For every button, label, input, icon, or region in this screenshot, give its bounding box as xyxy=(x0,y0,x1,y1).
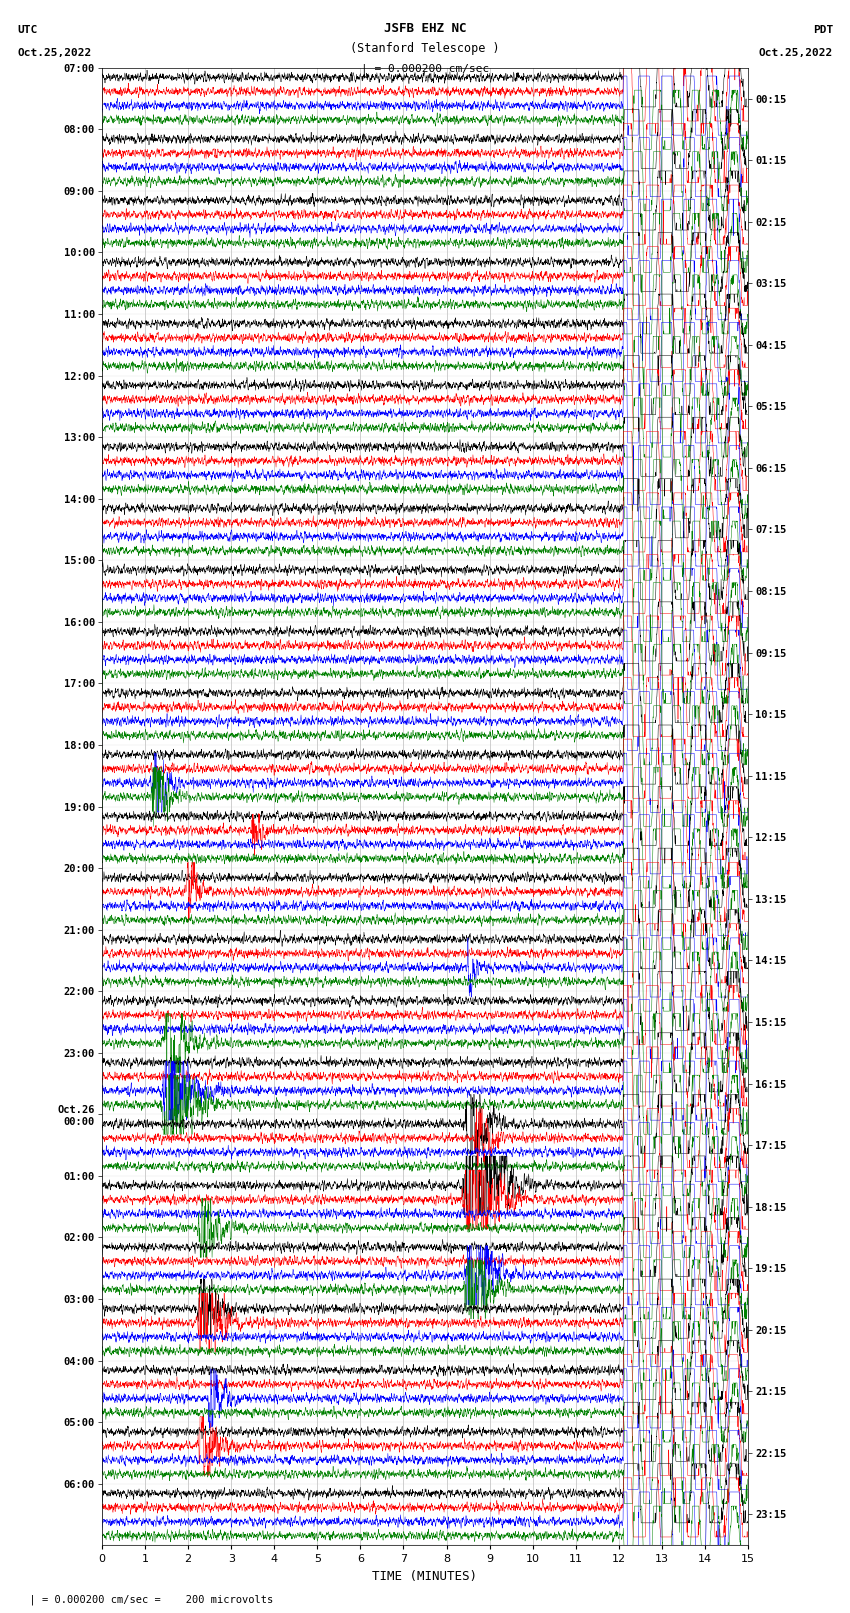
Text: UTC: UTC xyxy=(17,26,37,35)
Text: PDT: PDT xyxy=(813,26,833,35)
Text: | = 0.000200 cm/sec =    200 microvolts: | = 0.000200 cm/sec = 200 microvolts xyxy=(17,1594,273,1605)
Text: | = 0.000200 cm/sec: | = 0.000200 cm/sec xyxy=(361,63,489,74)
Text: (Stanford Telescope ): (Stanford Telescope ) xyxy=(350,42,500,55)
X-axis label: TIME (MINUTES): TIME (MINUTES) xyxy=(372,1569,478,1582)
Text: Oct.25,2022: Oct.25,2022 xyxy=(17,48,91,58)
Text: Oct.25,2022: Oct.25,2022 xyxy=(759,48,833,58)
Text: JSFB EHZ NC: JSFB EHZ NC xyxy=(383,23,467,35)
